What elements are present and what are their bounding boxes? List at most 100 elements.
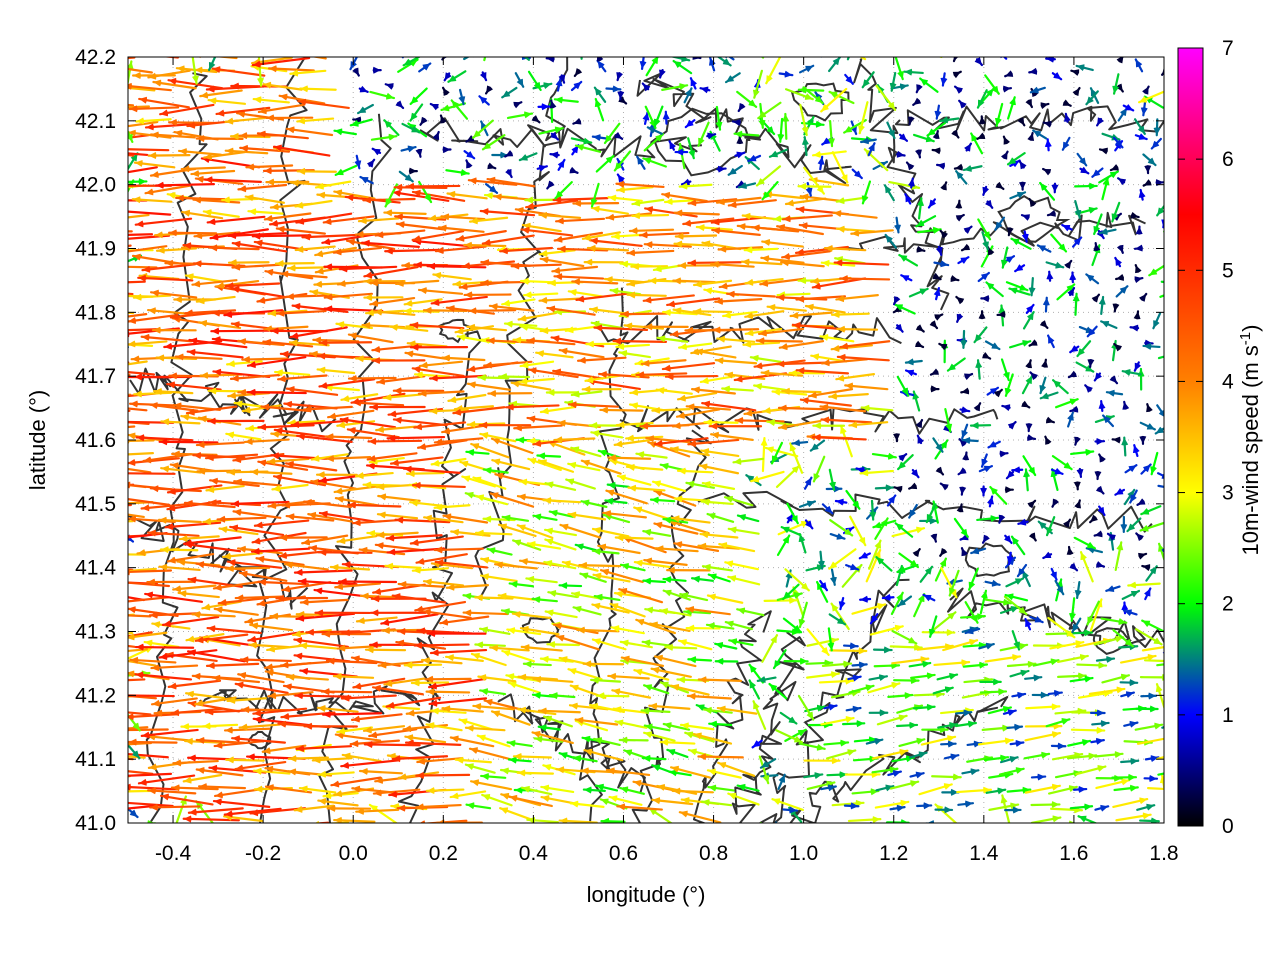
wind-arrow — [625, 463, 664, 471]
wind-arrow — [890, 591, 904, 616]
wind-arrow — [128, 678, 146, 682]
wind-arrow — [662, 589, 691, 601]
wind-arrow — [497, 592, 536, 601]
wind-arrow — [134, 820, 157, 823]
wind-arrow — [1011, 466, 1024, 474]
wind-arrow — [718, 542, 756, 553]
wind-arrow — [310, 478, 357, 490]
wind-arrow — [989, 485, 1008, 505]
wind-arrow — [980, 453, 988, 468]
wind-arrow — [128, 728, 169, 732]
wind-arrow — [984, 654, 1022, 663]
colorbar-tick-label: 1 — [1222, 704, 1234, 727]
wind-arrow — [225, 756, 265, 764]
wind-arrow — [1123, 720, 1139, 728]
contour-line — [595, 315, 902, 345]
wind-arrow — [531, 691, 557, 699]
wind-arrow — [1120, 653, 1157, 664]
wind-arrow — [783, 657, 809, 665]
contour-line — [474, 57, 569, 601]
y-tick-label: 42.0 — [75, 174, 116, 197]
wind-arrow — [470, 779, 513, 791]
wind-arrow — [855, 466, 868, 474]
wind-arrow — [216, 515, 267, 523]
wind-arrow — [194, 696, 237, 707]
wind-arrow — [317, 797, 359, 807]
wind-arrow — [470, 652, 507, 667]
wind-arrow — [434, 559, 489, 569]
wind-arrow — [404, 734, 447, 744]
wind-arrow — [187, 807, 244, 816]
wind-arrow — [633, 506, 670, 521]
wind-arrow — [891, 656, 930, 665]
wind-arrow — [1127, 581, 1161, 589]
wind-arrow — [1145, 565, 1158, 582]
wind-arrow — [358, 546, 406, 556]
wind-arrow — [266, 644, 306, 653]
wind-arrow — [962, 661, 989, 669]
wind-arrow — [828, 468, 836, 491]
wind-arrow — [1157, 484, 1164, 489]
wind-arrow — [211, 674, 261, 684]
wind-arrow — [405, 470, 445, 478]
wind-arrow — [798, 500, 817, 508]
wind-arrow — [257, 578, 310, 586]
wind-arrow — [599, 568, 644, 584]
wind-arrow — [310, 453, 349, 462]
wind-arrow — [679, 592, 709, 602]
wind-arrow — [649, 496, 676, 504]
wind-arrow — [287, 755, 329, 763]
wind-arrow — [160, 465, 202, 474]
wind-arrow — [673, 495, 711, 503]
wind-arrow — [543, 527, 577, 537]
wind-arrow — [376, 511, 419, 520]
wind-arrow — [829, 532, 846, 540]
wind-arrow — [1024, 617, 1032, 631]
wind-arrow — [1079, 551, 1094, 583]
wind-arrow — [128, 553, 147, 556]
wind-arrow — [576, 626, 620, 634]
wind-arrow — [777, 773, 786, 790]
wind-arrow — [519, 625, 560, 636]
wind-arrow — [1156, 663, 1164, 667]
wind-arrow — [537, 459, 575, 473]
wind-arrow — [170, 784, 219, 792]
wind-arrow — [985, 787, 1007, 795]
wind-arrow — [782, 617, 803, 634]
wind-arrow — [355, 807, 400, 815]
wind-arrow — [727, 792, 760, 806]
wind-arrow — [303, 498, 352, 509]
wind-arrow — [1054, 579, 1065, 596]
wind-arrow — [293, 568, 353, 576]
wind-arrow — [865, 738, 884, 745]
wind-arrow — [1076, 661, 1108, 669]
wind-arrow — [478, 626, 511, 635]
wind-arrow — [329, 563, 371, 571]
wind-arrow — [512, 539, 542, 551]
wind-arrow — [375, 483, 416, 491]
wind-arrow — [736, 607, 765, 617]
wind-arrow — [384, 562, 422, 570]
wind-arrow — [128, 567, 157, 573]
wind-arrow — [771, 798, 805, 811]
wind-arrow — [385, 696, 442, 709]
wind-arrow — [298, 785, 337, 794]
wind-arrow — [198, 783, 247, 791]
wind-arrow — [662, 576, 687, 584]
wind-arrow — [548, 509, 575, 518]
wind-arrow — [337, 578, 398, 586]
wind-arrow — [812, 455, 826, 483]
wind-arrow — [542, 715, 573, 728]
wind-arrow — [206, 625, 262, 635]
wind-arrow — [250, 547, 311, 555]
wind-arrow — [580, 57, 583, 60]
contour-line — [697, 490, 1153, 533]
wind-arrow — [301, 534, 349, 546]
wind-arrow — [212, 580, 262, 591]
wind-arrow — [602, 510, 647, 519]
wind-arrow — [128, 439, 155, 443]
wind-arrow — [349, 739, 400, 748]
wind-arrow — [1088, 686, 1126, 695]
wind-arrow — [128, 457, 180, 466]
wind-arrow — [294, 692, 352, 700]
